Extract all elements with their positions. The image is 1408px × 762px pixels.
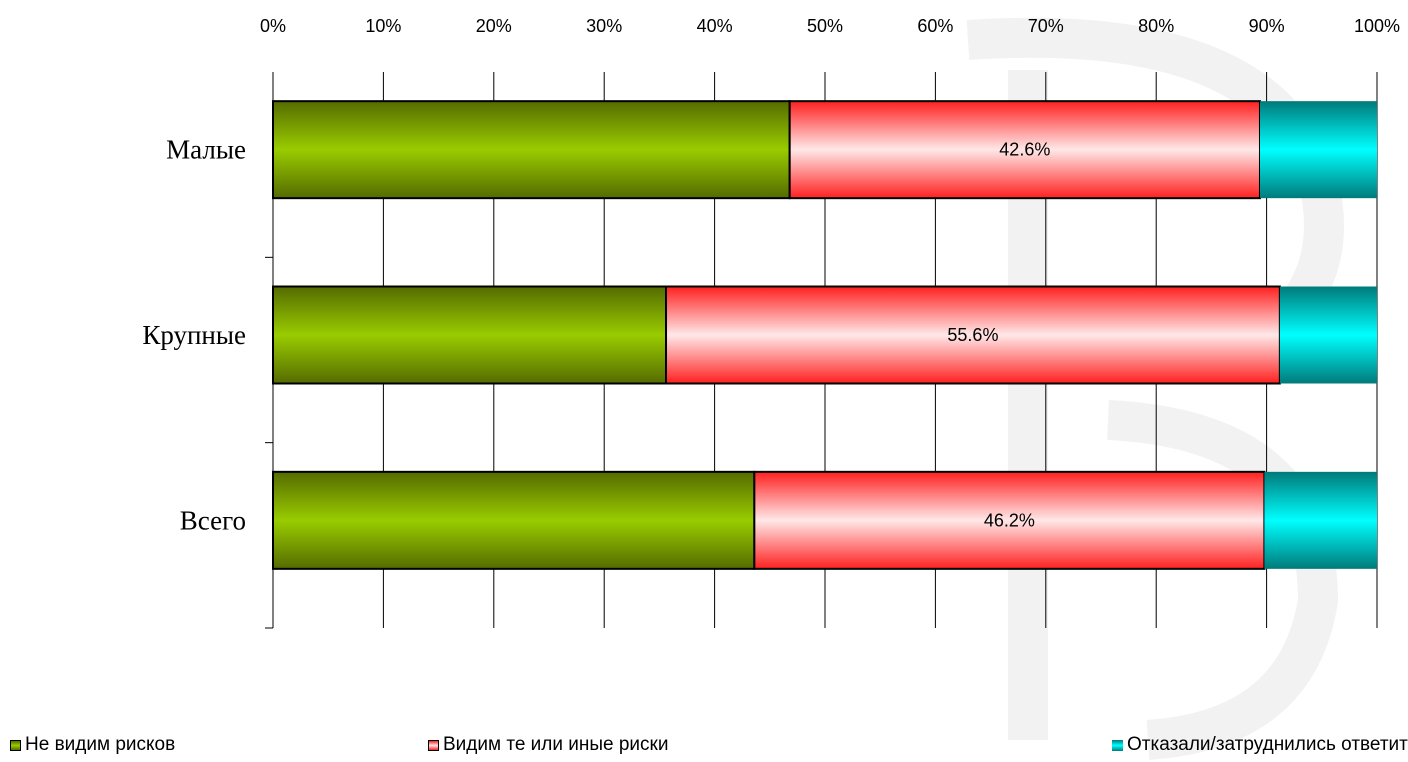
legend-label: Отказали/затруднились ответить [1127, 734, 1408, 755]
x-tick-label: 10% [365, 16, 401, 36]
x-tick-label: 90% [1249, 16, 1285, 36]
bar-segment [1264, 471, 1377, 569]
category-label: Крупные [142, 320, 246, 350]
category-label: Малые [166, 135, 246, 165]
bar-segment [665, 285, 1281, 385]
x-tick-label: 20% [476, 16, 512, 36]
data-label: 55.6% [947, 325, 998, 345]
x-tick-label: 30% [586, 16, 622, 36]
legend-item-some-risks: Видим те или иные риски [428, 734, 668, 756]
x-tick-label: 100% [1354, 16, 1400, 36]
legend-item-declined: Отказали/затруднились ответить [1112, 734, 1408, 756]
x-tick-label: 70% [1028, 16, 1064, 36]
bar-segment [272, 285, 668, 385]
bar-segment [272, 470, 756, 570]
legend-swatch-green [10, 739, 21, 751]
data-label: 42.6% [999, 140, 1050, 160]
bars [272, 100, 1377, 570]
y-axis: Малые Крупные Всего [142, 135, 246, 536]
data-label: 46.2% [984, 510, 1035, 530]
x-tick-label: 0% [260, 16, 286, 36]
legend-swatch-red [428, 739, 439, 751]
x-tick-label: 60% [917, 16, 953, 36]
legend-label: Не видим рисков [25, 734, 176, 755]
x-tick-label: 80% [1138, 16, 1174, 36]
bar-segment [1279, 286, 1377, 384]
data-labels: 42.6% 55.6% 46.2% [947, 140, 1050, 531]
x-tick-label: 40% [697, 16, 733, 36]
legend: Не видим рисков Видим те или иные риски … [10, 734, 1408, 758]
category-label: Всего [180, 505, 246, 535]
x-tick-label: 50% [807, 16, 843, 36]
legend-label: Видим те или иные риски [443, 734, 669, 755]
x-axis: 0% 10% 20% 30% 40% 50% 60% 70% 80% 90% 100% [260, 16, 1400, 36]
stacked-bar-chart: 0% 10% 20% 30% 40% 50% 60% 70% 80% 90% 100% Малые К… [142, 16, 1400, 629]
bar-segment [788, 100, 1261, 200]
legend-swatch-cyan [1112, 739, 1123, 751]
bar-segment [1259, 101, 1377, 199]
bar-segment [753, 470, 1266, 570]
legend-item-no-risks: Не видим рисков [10, 734, 175, 756]
bar-segment [272, 100, 791, 200]
